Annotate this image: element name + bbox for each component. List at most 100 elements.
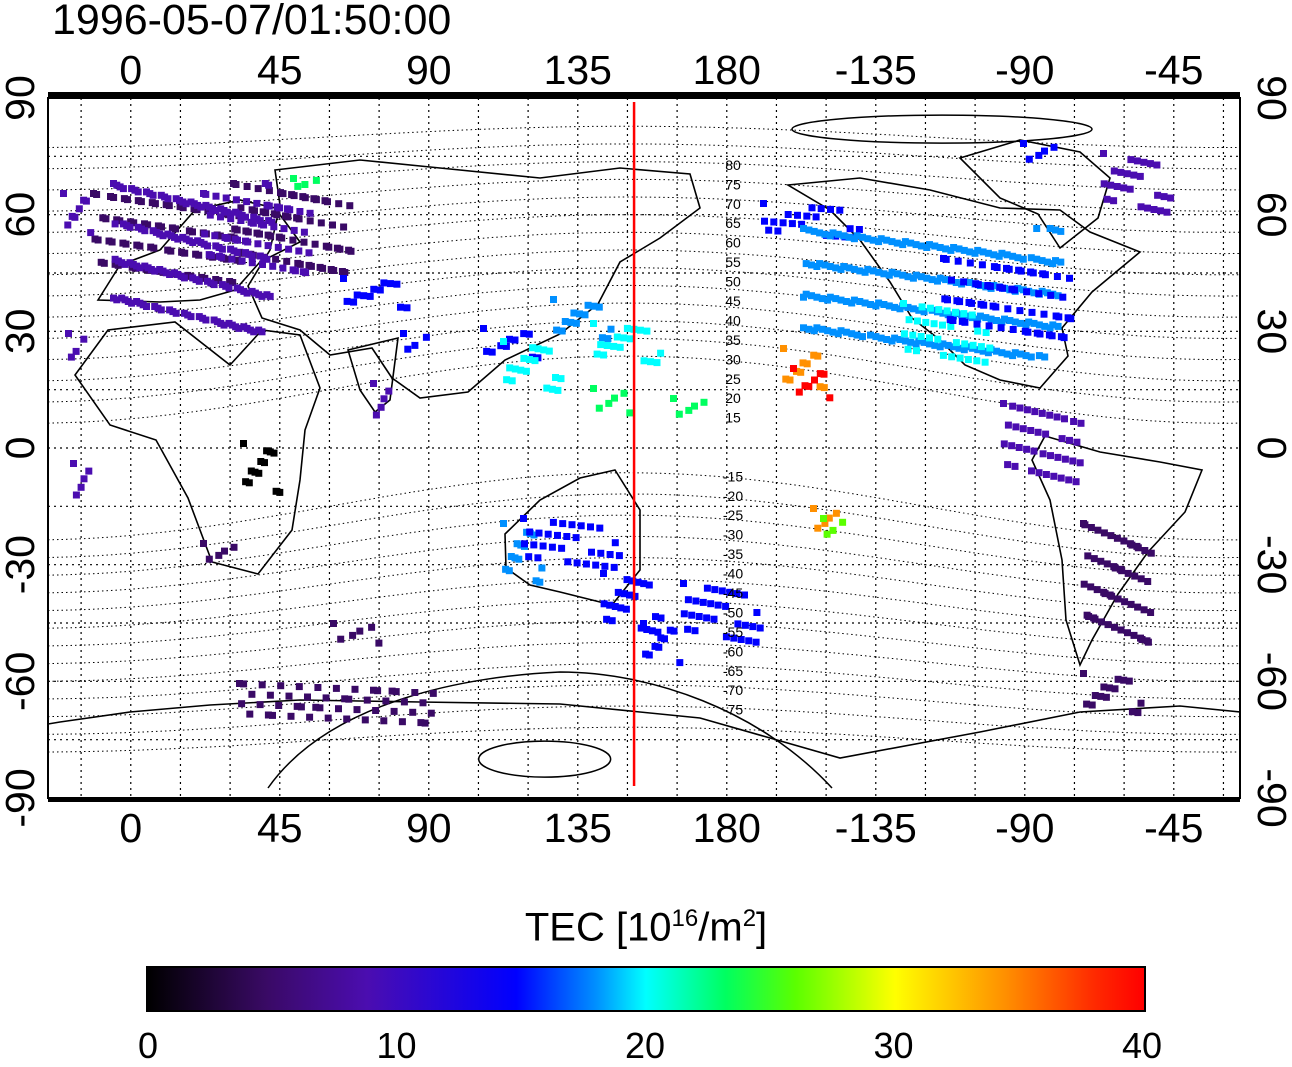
tec-cell: [942, 276, 950, 284]
tec-cell: [197, 203, 205, 211]
tec-cell: [675, 410, 683, 418]
tec-cell: [859, 233, 866, 241]
tec-cell: [1073, 438, 1081, 446]
tec-cell: [548, 385, 556, 393]
contour-line: [47, 578, 1241, 629]
tec-cell: [207, 252, 215, 259]
tec-cell: [948, 276, 955, 284]
tec-cell: [356, 627, 364, 635]
tec-cell: [1052, 226, 1059, 234]
tec-cell: [990, 251, 998, 259]
tec-cell: [1102, 693, 1110, 701]
tec-cell: [944, 296, 951, 304]
tec-cell: [515, 555, 523, 563]
tec-cell: [217, 213, 224, 221]
tec-cell: [340, 223, 348, 231]
tec-cell: [801, 382, 809, 390]
tec-cell: [250, 328, 258, 336]
contour-line: [47, 320, 1241, 382]
tec-cell: [258, 292, 266, 300]
colorbar-tick-label: 40: [1121, 1025, 1163, 1066]
tec-cell: [642, 650, 650, 658]
tec-cell: [1030, 319, 1038, 327]
tec-cell: [306, 713, 314, 721]
tec-cell: [981, 358, 989, 366]
tec-cell: [204, 242, 211, 250]
tec-cell: [920, 308, 928, 316]
colorbar-tick-label: 20: [624, 1025, 666, 1066]
tec-cell: [403, 304, 411, 312]
tec-cell: [215, 277, 223, 284]
tec-cell: [626, 591, 633, 599]
tec-cell: [312, 196, 320, 204]
tec-cell: [300, 228, 308, 236]
tec-cell: [813, 263, 821, 270]
tec-cell: [869, 236, 877, 244]
tec-cell: [254, 185, 262, 193]
tec-cell: [780, 345, 787, 352]
tec-cell: [126, 223, 134, 231]
tec-cell: [136, 264, 144, 272]
tec-cell: [765, 226, 773, 234]
tec-cell: [1093, 586, 1101, 594]
tec-cell: [608, 617, 616, 625]
tec-cell: [222, 194, 230, 202]
tec-cell: [782, 375, 790, 383]
tec-cell: [820, 515, 827, 522]
tec-cell: [174, 235, 182, 243]
tec-cell: [240, 680, 248, 688]
tec-cell: [330, 620, 337, 627]
tec-cell: [603, 342, 611, 349]
tec-cell: [521, 540, 528, 548]
tec-cell: [1130, 631, 1138, 639]
tec-cell: [398, 718, 406, 726]
tec-cell: [960, 278, 968, 286]
contour-label: -65: [723, 663, 743, 679]
tec-cell: [70, 460, 77, 467]
lat-tick-label-left: 30: [0, 309, 43, 355]
tec-cell: [251, 468, 259, 476]
tec-cell: [258, 328, 266, 336]
tec-cell: [553, 326, 561, 334]
tec-cell: [151, 267, 159, 275]
map-title: 1996-05-07/01:50:00: [52, 0, 452, 44]
tec-cell: [233, 226, 241, 234]
tec-cell: [703, 614, 711, 622]
contour-label: 20: [725, 390, 741, 406]
tec-cell: [1128, 708, 1136, 716]
tec-cell: [220, 321, 228, 329]
colorbar-label-unit-exponent: 2: [742, 905, 757, 932]
lat-tick-label-right: 30: [1249, 309, 1292, 355]
tec-cell: [511, 336, 519, 344]
tec-cell: [295, 247, 303, 255]
tec-cell: [901, 337, 909, 345]
tec-cell: [238, 257, 246, 265]
tec-cell: [80, 196, 88, 204]
tec-cell: [218, 253, 226, 261]
tec-cell: [637, 624, 645, 632]
tec-cell: [297, 703, 305, 711]
tec-cell: [80, 335, 88, 343]
tec-cell: [237, 204, 245, 212]
tec-cell: [825, 514, 833, 522]
tec-cell: [912, 241, 920, 249]
tec-cell: [1035, 321, 1043, 329]
tec-cell: [1150, 206, 1158, 213]
tec-cell: [1104, 621, 1112, 629]
tec-cell: [1009, 352, 1017, 360]
contour-line: [47, 641, 1240, 682]
tec-cell: [867, 331, 874, 339]
tec-cell: [880, 270, 888, 278]
tec-cell: [1114, 675, 1122, 683]
tec-cell: [265, 187, 273, 195]
tec-cell: [845, 264, 853, 272]
tec-cell: [582, 560, 590, 568]
tec-cell: [1014, 254, 1022, 262]
tec-cell: [1027, 353, 1035, 361]
tec-cell: [814, 524, 822, 532]
tec-cell: [695, 613, 703, 620]
lon-tick-label-bottom: 180: [693, 805, 761, 851]
tec-cell: [1097, 692, 1105, 700]
tec-cell: [319, 264, 327, 272]
tec-cell: [270, 449, 278, 457]
